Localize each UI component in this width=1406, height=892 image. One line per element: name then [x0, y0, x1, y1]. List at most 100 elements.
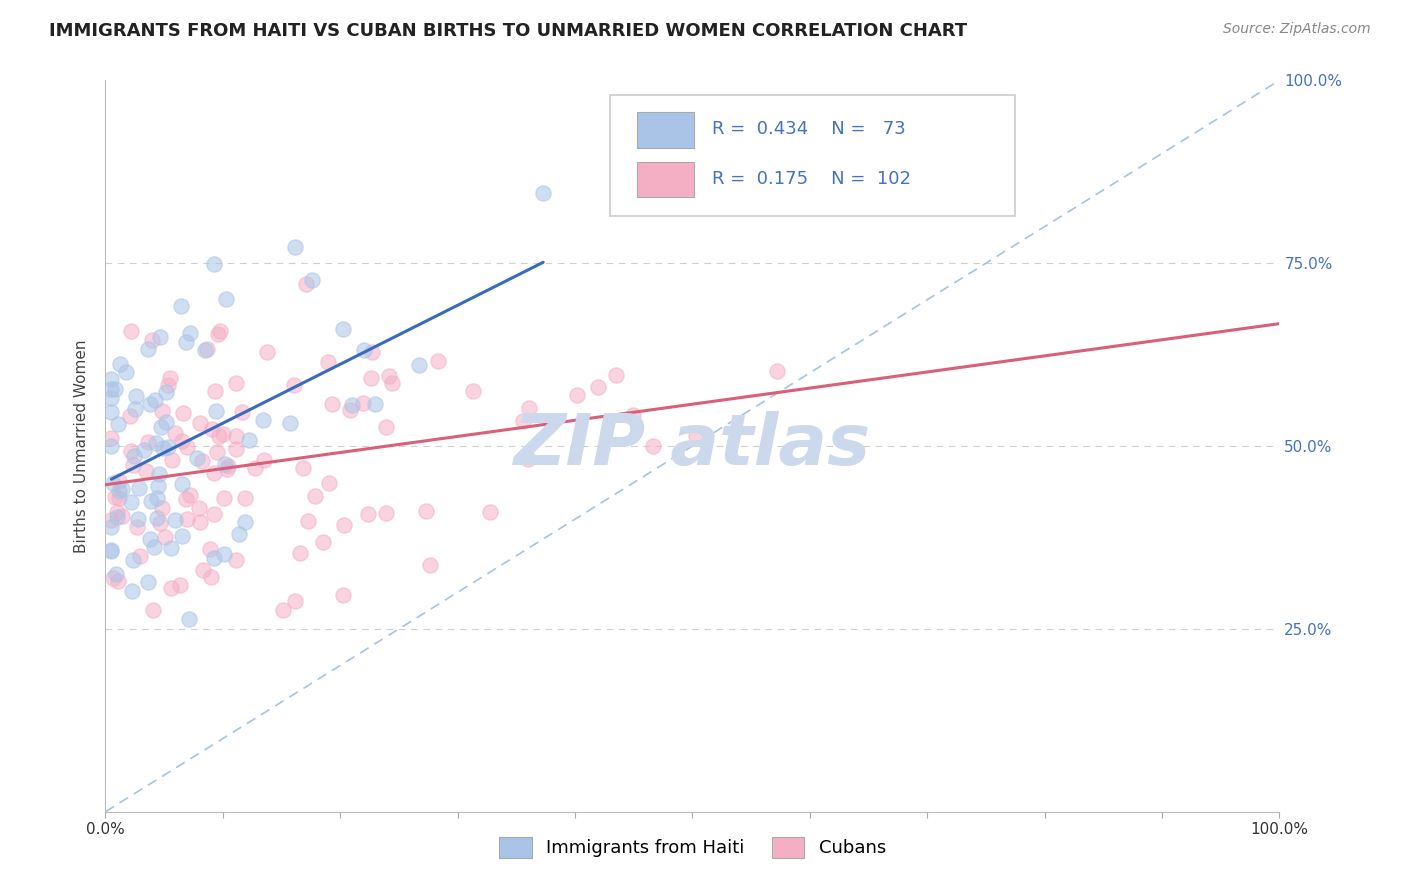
Point	[149, 516, 172, 530]
Point	[188, 500, 211, 515]
Point	[157, 440, 180, 454]
Point	[105, 510, 128, 524]
Point	[107, 474, 129, 488]
Point	[643, 439, 665, 453]
Point	[148, 467, 170, 482]
Point	[176, 440, 198, 454]
Point	[201, 422, 224, 436]
Point	[361, 344, 384, 359]
Point	[332, 322, 354, 336]
Point	[280, 416, 302, 430]
Point	[194, 343, 217, 357]
Point	[141, 333, 163, 347]
Point	[107, 574, 129, 588]
Point	[146, 491, 169, 505]
Point	[243, 461, 266, 475]
Point	[138, 397, 160, 411]
Point	[415, 504, 437, 518]
Point	[202, 467, 225, 481]
Point	[191, 453, 214, 467]
Point	[252, 453, 274, 467]
Point	[174, 491, 197, 506]
Point	[419, 558, 441, 573]
Point	[155, 415, 177, 429]
Point	[159, 370, 181, 384]
Point	[605, 368, 627, 382]
Point	[145, 511, 167, 525]
Point	[104, 566, 127, 581]
Point	[225, 428, 247, 442]
Point	[115, 365, 138, 379]
Point	[208, 325, 231, 339]
Point	[517, 401, 540, 415]
Legend: Immigrants from Haiti, Cubans: Immigrants from Haiti, Cubans	[492, 830, 893, 865]
Point	[233, 515, 256, 529]
Point	[375, 420, 398, 434]
Point	[332, 588, 354, 602]
Point	[145, 435, 167, 450]
Point	[169, 577, 191, 591]
Point	[100, 405, 122, 419]
Point	[100, 372, 122, 386]
Point	[217, 462, 239, 476]
Text: R =  0.175    N =  102: R = 0.175 N = 102	[713, 170, 911, 188]
Point	[129, 549, 152, 563]
Point	[100, 513, 122, 527]
Point	[100, 391, 122, 405]
Point	[108, 357, 131, 371]
Point	[111, 508, 134, 523]
Point	[146, 479, 169, 493]
Point	[143, 392, 166, 407]
Point	[231, 404, 253, 418]
Point	[138, 574, 160, 589]
FancyBboxPatch shape	[610, 95, 1015, 216]
Point	[120, 324, 142, 338]
Point	[252, 413, 274, 427]
Point	[378, 368, 401, 383]
Point	[108, 491, 131, 506]
Point	[160, 453, 183, 467]
Point	[202, 550, 225, 565]
Point	[107, 417, 129, 431]
Point	[339, 403, 361, 417]
Point	[214, 292, 236, 306]
Point	[283, 377, 305, 392]
Point	[155, 530, 177, 544]
Point	[188, 416, 211, 430]
Point	[152, 500, 174, 515]
Point	[205, 445, 228, 459]
Point	[478, 505, 501, 519]
Point	[136, 342, 159, 356]
Point	[139, 532, 162, 546]
Point	[214, 457, 236, 471]
Point	[100, 382, 122, 396]
Point	[110, 483, 132, 497]
Point	[136, 435, 159, 450]
Point	[124, 402, 146, 417]
Point	[172, 434, 194, 449]
Point	[101, 475, 124, 490]
Point	[170, 477, 193, 491]
Point	[172, 406, 194, 420]
Point	[214, 547, 236, 561]
Point	[294, 277, 316, 291]
Point	[235, 491, 257, 506]
Point	[198, 541, 221, 556]
Point	[766, 364, 789, 378]
Point	[120, 444, 142, 458]
Point	[170, 529, 193, 543]
Point	[312, 535, 335, 549]
Point	[179, 326, 201, 340]
Point	[304, 489, 326, 503]
Point	[142, 540, 165, 554]
Point	[155, 384, 177, 399]
Text: Source: ZipAtlas.com: Source: ZipAtlas.com	[1223, 22, 1371, 37]
Point	[186, 451, 208, 466]
Point	[157, 378, 180, 392]
Point	[100, 543, 122, 558]
Point	[301, 273, 323, 287]
Point	[188, 515, 211, 529]
Point	[125, 389, 148, 403]
Point	[204, 384, 226, 398]
Point	[149, 330, 172, 344]
